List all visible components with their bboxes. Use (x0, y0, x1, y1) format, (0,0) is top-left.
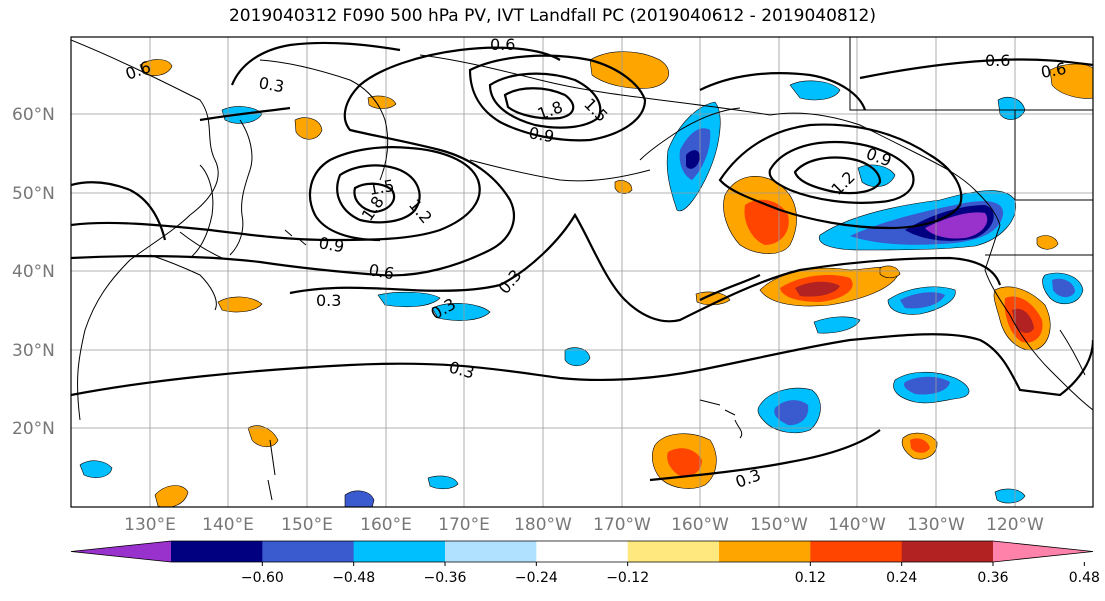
colorbar-segment (901, 541, 994, 562)
lon-label: 160°W (671, 515, 729, 535)
colorbar-segment (353, 541, 446, 562)
colorbar-extend-max (993, 541, 1093, 562)
latitude-labels: 60°N 50°N 40°N 30°N 20°N (12, 105, 55, 439)
colorbar-tick-label: 0.36 (977, 570, 1008, 586)
lat-label: 60°N (12, 105, 55, 125)
contour-label: 0.9 (317, 233, 345, 256)
lon-label: 180°W (514, 515, 572, 535)
colorbar-extend-min (71, 541, 171, 562)
colorbar-tick-label: −0.60 (241, 570, 284, 586)
colorbar-segment (445, 541, 537, 562)
colorbar-tick-label: 0.12 (795, 570, 826, 586)
colorbar-tick-label: 0.48 (1069, 570, 1100, 586)
colorbar-segment (627, 541, 720, 562)
contour-label: 1.5 (367, 176, 395, 199)
lon-label: 150°W (750, 515, 808, 535)
lon-label: 140°E (202, 515, 254, 535)
contour-label: 0.6 (367, 260, 395, 283)
contour-label: 0.6 (985, 51, 1010, 70)
grid-lines (71, 37, 1093, 507)
lat-label: 30°N (12, 341, 55, 361)
contour-label: 0.3 (257, 73, 285, 96)
lon-label: 130°E (124, 515, 176, 535)
colorbar-segment (719, 541, 811, 562)
lon-label: 130°W (907, 515, 965, 535)
lon-label: 140°W (828, 515, 886, 535)
contour-label: 0.6 (490, 35, 515, 54)
colorbar-tick-label: −0.12 (606, 570, 649, 586)
coastlines (71, 37, 1093, 501)
lon-label: 160°E (360, 515, 412, 535)
colorbar-segment (810, 541, 903, 562)
contour-label: 0.9 (527, 123, 555, 146)
map-frame (70, 36, 1094, 508)
map-title: 2019040312 F090 500 hPa PV, IVT Landfall… (228, 6, 876, 26)
lat-label: 50°N (12, 184, 55, 204)
colorbar-outline (70, 540, 1094, 563)
contour-label: 0.3 (316, 291, 341, 310)
pv-contours (71, 41, 1093, 482)
lat-label: 40°N (12, 262, 55, 282)
colorbar-tick-label: −0.24 (515, 570, 558, 586)
longitude-labels: 130°E 140°E 150°E 160°E 170°E 180°W 170°… (124, 515, 1044, 535)
colorbar-tick-label: −0.48 (332, 570, 375, 586)
contour-label: 0.6 (1039, 59, 1067, 82)
colorbar-tick-label: 0.24 (886, 570, 917, 586)
lat-label: 20°N (12, 419, 55, 439)
colorbar-segment (171, 541, 263, 562)
lon-label: 170°E (438, 515, 490, 535)
lon-label: 170°W (593, 515, 651, 535)
lon-label: 120°W (986, 515, 1044, 535)
lon-label: 150°E (281, 515, 333, 535)
colorbar: −0.60 −0.48 −0.36 −0.24 −0.12 0.12 0.24 0.36 0.4… (70, 540, 1100, 586)
colorbar-segment (262, 541, 355, 562)
colorbar-segment (536, 541, 629, 562)
colorbar-tick-label: −0.36 (424, 570, 467, 586)
